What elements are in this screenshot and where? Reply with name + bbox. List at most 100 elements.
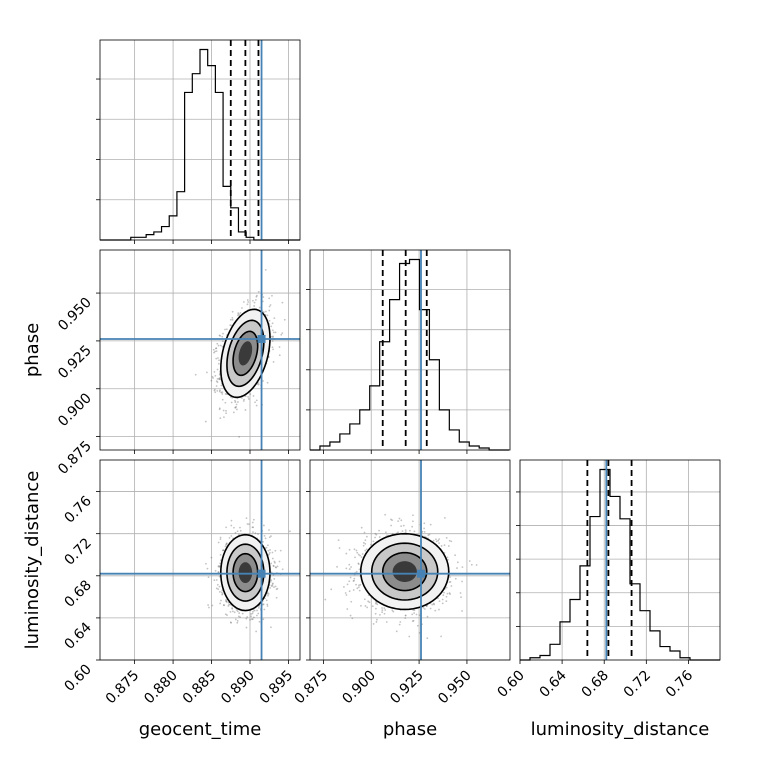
scatter-point bbox=[220, 591, 223, 594]
x-tick-label-phase-0: 0.875 bbox=[292, 668, 332, 708]
scatter-point bbox=[222, 549, 224, 552]
scatter-point bbox=[375, 601, 378, 604]
scatter-point bbox=[227, 604, 230, 607]
scatter-point bbox=[336, 565, 338, 568]
truth-marker bbox=[417, 569, 426, 578]
scatter-point bbox=[270, 626, 272, 629]
scatter-point bbox=[390, 524, 393, 527]
scatter-point bbox=[383, 607, 386, 610]
scatter-point bbox=[375, 621, 378, 623]
scatter-point bbox=[216, 583, 219, 586]
scatter-point bbox=[359, 554, 361, 557]
scatter-point bbox=[230, 519, 233, 522]
scatter-point bbox=[372, 540, 375, 543]
scatter-point bbox=[268, 553, 270, 556]
scatter-point bbox=[404, 614, 407, 617]
scatter-point bbox=[450, 585, 453, 587]
scatter-point bbox=[272, 335, 274, 338]
scatter-point bbox=[249, 393, 252, 395]
scatter-point bbox=[251, 526, 254, 529]
scatter-point bbox=[422, 606, 425, 609]
scatter-point bbox=[221, 398, 224, 401]
panel-frame bbox=[99, 39, 301, 241]
scatter-point bbox=[208, 606, 210, 609]
scatter-point bbox=[225, 409, 227, 412]
scatter-point bbox=[226, 614, 228, 617]
contour-outer bbox=[359, 532, 450, 611]
scatter-point bbox=[221, 393, 224, 395]
scatter-point bbox=[366, 606, 369, 609]
scatter-point bbox=[364, 542, 367, 545]
x-tick-label-geocent-time-1: 0.880 bbox=[141, 668, 181, 708]
scatter-point bbox=[438, 538, 441, 540]
scatter-point bbox=[247, 396, 250, 398]
scatter-point bbox=[402, 524, 405, 527]
scatter-point bbox=[249, 619, 251, 621]
scatter-point bbox=[263, 608, 266, 611]
contour-mid bbox=[226, 319, 265, 388]
scatter-point bbox=[219, 536, 222, 539]
scatter-point bbox=[252, 526, 255, 529]
scatter-point bbox=[404, 529, 407, 532]
scatter-point bbox=[374, 602, 377, 605]
scatter-point bbox=[411, 520, 414, 523]
scatter-point bbox=[348, 568, 351, 570]
contour-inner bbox=[381, 551, 428, 592]
scatter-point bbox=[468, 560, 471, 562]
scatter-point bbox=[230, 524, 233, 527]
scatter-point bbox=[447, 545, 450, 547]
scatter-point bbox=[404, 531, 407, 533]
y-tick-label-luminosity-distance-4: 0.76 bbox=[61, 493, 94, 526]
scatter-point bbox=[274, 566, 277, 569]
scatter-point bbox=[271, 329, 274, 332]
scatter-point bbox=[218, 377, 220, 380]
scatter-point bbox=[391, 532, 394, 535]
scatter-point bbox=[233, 526, 235, 529]
scatter-point bbox=[355, 570, 358, 573]
scatter-point bbox=[367, 600, 370, 603]
scatter-point bbox=[252, 616, 255, 619]
scatter-point bbox=[345, 567, 348, 570]
scatter-point bbox=[445, 536, 448, 539]
y-tick-label-luminosity-distance-0: 0.60 bbox=[61, 662, 94, 695]
scatter-point bbox=[268, 536, 271, 539]
scatter-point bbox=[273, 586, 275, 589]
scatter-point bbox=[470, 563, 473, 566]
scatter-point bbox=[250, 615, 252, 618]
hist-step-luminosity-distance bbox=[520, 468, 720, 661]
scatter-point bbox=[258, 306, 261, 309]
xlabel-geocent-time: geocent_time bbox=[139, 719, 262, 740]
scatter-point bbox=[211, 375, 214, 378]
scatter-point bbox=[215, 347, 218, 350]
scatter-point bbox=[449, 593, 451, 596]
hist-panel-luminosity-distance bbox=[516, 459, 721, 664]
scatter-point bbox=[395, 630, 398, 633]
scatter-point bbox=[448, 581, 451, 584]
scatter-point bbox=[244, 395, 247, 398]
scatter-point bbox=[345, 594, 348, 596]
scatter-point bbox=[276, 587, 279, 590]
scatter-point bbox=[271, 551, 274, 554]
scatter-point bbox=[381, 607, 383, 609]
scatter-point bbox=[228, 603, 231, 606]
scatter-point bbox=[238, 612, 241, 614]
scatter-point bbox=[236, 610, 239, 613]
scatter-point bbox=[384, 531, 387, 534]
scatter-point bbox=[219, 389, 221, 392]
scatter-point bbox=[426, 637, 429, 640]
scatter-point bbox=[386, 534, 388, 537]
scatter-point bbox=[219, 553, 222, 556]
scatter-point bbox=[258, 620, 261, 623]
scatter-point bbox=[231, 610, 234, 613]
scatter-point bbox=[221, 340, 224, 343]
scatter-point bbox=[262, 524, 265, 527]
scatter-point bbox=[213, 389, 216, 392]
scatter-point bbox=[433, 603, 436, 606]
scatter-point bbox=[262, 603, 265, 606]
scatter-point bbox=[359, 583, 362, 586]
scatter-point bbox=[369, 543, 372, 546]
scatter-point bbox=[207, 604, 210, 606]
scatter-point bbox=[224, 328, 226, 331]
scatter-point bbox=[250, 613, 252, 615]
scatter-point bbox=[234, 406, 237, 409]
